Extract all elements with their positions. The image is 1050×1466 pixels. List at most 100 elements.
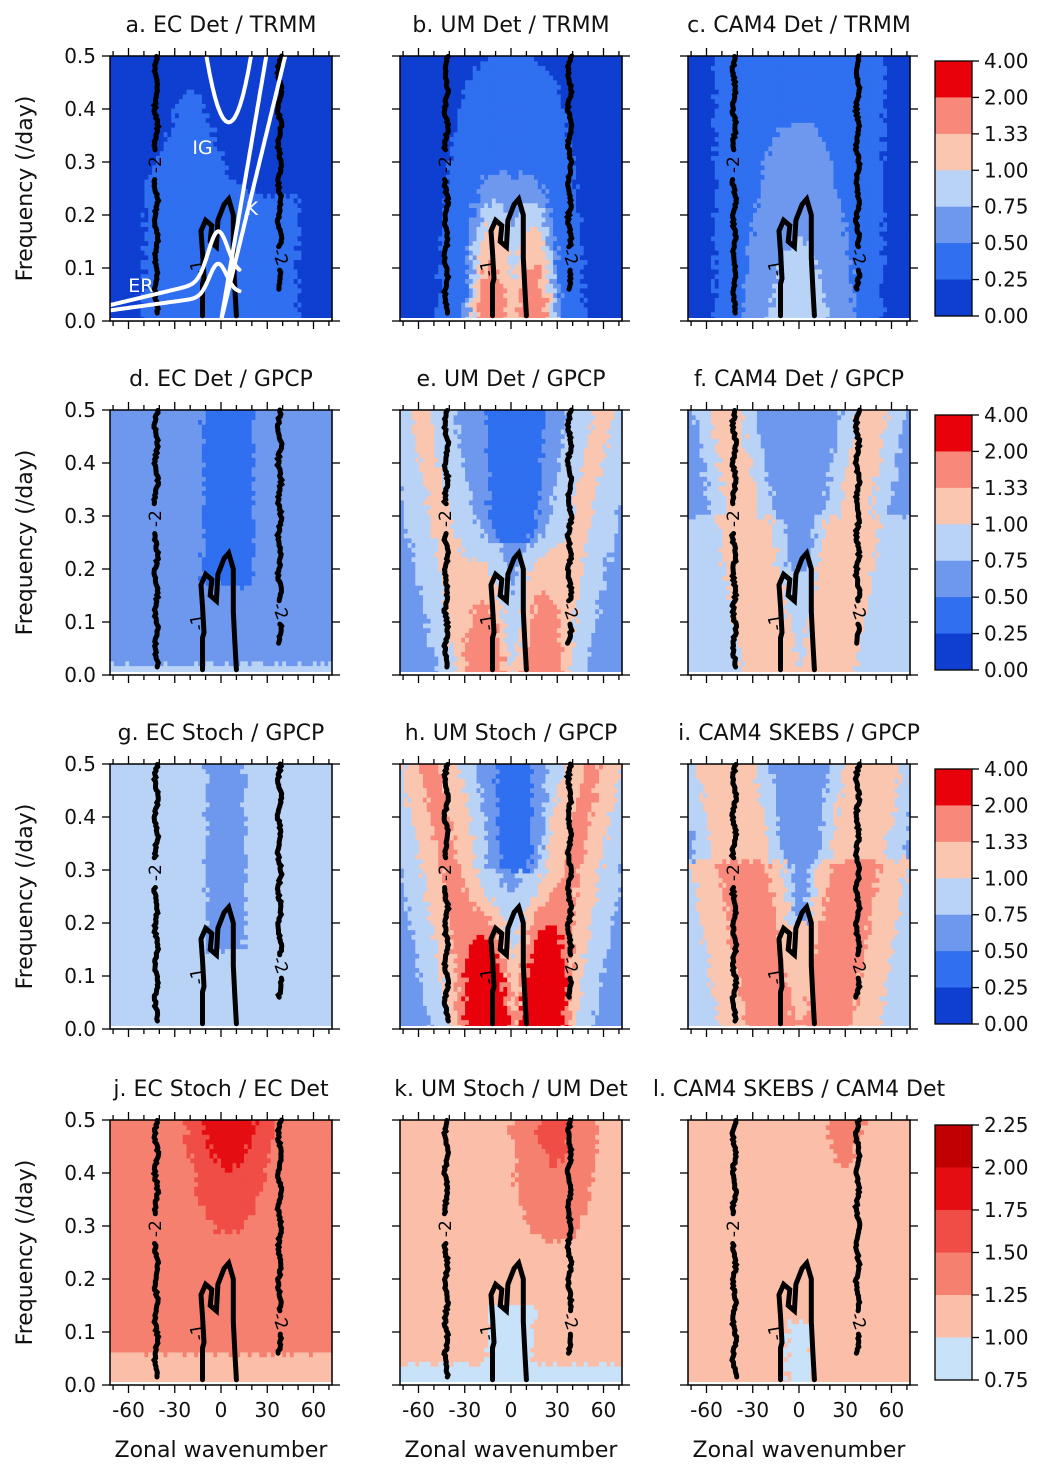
heatmap-cell [419, 136, 424, 142]
heatmap-cell [289, 93, 295, 100]
heatmap-cell [312, 89, 318, 95]
heatmap-cell [453, 89, 459, 95]
heatmap-cell [297, 74, 302, 81]
heatmap-cell [309, 226, 314, 232]
heatmap-cell [438, 264, 443, 270]
heatmap-cell [491, 56, 497, 62]
heatmap-cell [198, 179, 203, 185]
heatmap-cell [270, 122, 276, 128]
heatmap-cell [449, 202, 455, 209]
heatmap-cell [419, 183, 424, 190]
heatmap-cell [426, 259, 432, 265]
heatmap-cell [236, 197, 241, 204]
heatmap-cell [129, 136, 134, 142]
heatmap-cell [305, 126, 310, 133]
heatmap-cell [411, 112, 416, 119]
heatmap-cell [465, 70, 470, 76]
heatmap-cell [411, 84, 416, 90]
heatmap-cell [148, 117, 153, 123]
heatmap-cell [110, 216, 115, 223]
heatmap-cell [182, 174, 188, 180]
heatmap-cell [255, 70, 260, 76]
heatmap-cell [259, 207, 264, 213]
heatmap-cell [125, 193, 130, 199]
heatmap-cell [140, 221, 146, 227]
heatmap-cell [507, 183, 512, 190]
heatmap-cell [129, 155, 134, 161]
heatmap-cell [438, 207, 443, 213]
heatmap-cell [232, 126, 237, 133]
heatmap-cell [201, 126, 207, 133]
heatmap-cell [503, 117, 508, 123]
heatmap-cell [499, 150, 504, 156]
heatmap-cell [289, 174, 295, 180]
heatmap-cell [255, 287, 260, 294]
heatmap-cell [316, 292, 322, 298]
heatmap-cell [305, 240, 310, 246]
heatmap-cell [305, 103, 310, 109]
heatmap-cell [266, 254, 272, 261]
heatmap-cell [415, 155, 420, 161]
heatmap-cell [465, 287, 470, 294]
heatmap-cell [236, 179, 241, 185]
heatmap-cell [178, 311, 184, 317]
heatmap-cell [442, 117, 447, 123]
heatmap-cell [419, 221, 424, 227]
heatmap-cell [484, 122, 489, 128]
heatmap-cell [415, 103, 420, 109]
heatmap-cell [400, 226, 405, 232]
heatmap-cell [163, 183, 169, 190]
heatmap-cell [282, 268, 287, 275]
heatmap-cell [136, 250, 142, 256]
heatmap-cell [259, 264, 264, 270]
heatmap-cell [407, 226, 413, 232]
heatmap-cell [194, 122, 199, 128]
heatmap-cell [324, 150, 329, 156]
heatmap-cell [251, 297, 257, 303]
heatmap-cell [113, 287, 119, 294]
heatmap-cell [175, 112, 180, 119]
heatmap-cell [117, 183, 123, 190]
heatmap-cell [121, 103, 126, 109]
heatmap-cell [175, 122, 180, 128]
heatmap-cell [499, 202, 504, 209]
heatmap-cell [316, 287, 322, 294]
heatmap-cell [236, 136, 241, 142]
heatmap-cell [217, 169, 222, 175]
heatmap-cell [198, 136, 203, 142]
heatmap-cell [148, 212, 153, 218]
heatmap-cell [419, 56, 424, 62]
heatmap-cell [140, 112, 146, 119]
heatmap-cell [289, 311, 295, 317]
heatmap-cell [113, 70, 119, 76]
heatmap-cell [419, 70, 424, 76]
heatmap-cell [217, 155, 222, 161]
heatmap-cell [159, 103, 165, 109]
heatmap-cell [148, 98, 153, 104]
heatmap-cell [328, 70, 333, 76]
heatmap-cell [495, 287, 501, 294]
heatmap-cell [282, 202, 287, 209]
heatmap-cell [247, 164, 253, 171]
heatmap-cell [113, 235, 119, 242]
heatmap-cell [136, 306, 142, 313]
heatmap-cell [419, 306, 424, 313]
heatmap-cell [472, 283, 478, 289]
heatmap-cell [213, 311, 218, 317]
heatmap-cell [255, 292, 260, 298]
heatmap-cell [472, 98, 478, 104]
heatmap-cell [182, 231, 188, 237]
heatmap-cell [488, 150, 493, 156]
heatmap-cell [213, 74, 218, 81]
heatmap-cell [419, 278, 424, 284]
heatmap-cell [178, 164, 184, 171]
heatmap-cell [182, 89, 188, 95]
heatmap-cell [316, 188, 322, 194]
heatmap-cell [305, 250, 310, 256]
heatmap-cell [495, 231, 501, 237]
heatmap-cell [445, 221, 451, 227]
heatmap-cell [449, 268, 455, 275]
heatmap-cell [224, 150, 230, 156]
heatmap-cell [289, 155, 295, 161]
heatmap-cell [136, 212, 142, 218]
